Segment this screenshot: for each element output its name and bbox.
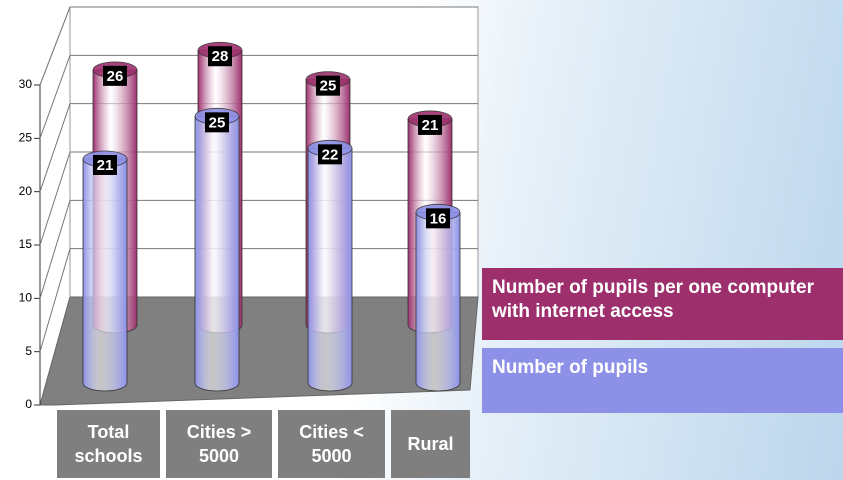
y-tick-label: 15 [19, 237, 33, 251]
value-label: 22 [322, 146, 339, 163]
y-tick-label: 30 [19, 77, 33, 91]
value-label-box [426, 208, 450, 229]
cylinder [307, 139, 353, 392]
x-tick-label: Cities > 5000 [166, 410, 272, 478]
value-label: 28 [212, 48, 229, 65]
x-tick-label: Rural [391, 410, 470, 478]
value-label: 25 [320, 78, 337, 95]
cylinder [415, 203, 461, 392]
value-label: 21 [97, 157, 114, 174]
x-tick-label: Cities < 5000 [278, 410, 385, 478]
grid-line [39, 6, 478, 86]
value-label-box [208, 46, 232, 67]
value-label-box [316, 75, 340, 96]
value-label-box [205, 112, 229, 133]
legend-entry: Number of pupils per one computer with i… [482, 268, 843, 340]
y-tick-label: 10 [19, 291, 33, 305]
value-label-box [103, 65, 127, 86]
legend-entry: Number of pupils [482, 348, 843, 413]
y-tick-label: 0 [25, 397, 32, 411]
cylinder [82, 150, 128, 392]
value-label: 16 [430, 210, 447, 227]
value-label: 26 [107, 68, 124, 85]
floor [39, 296, 479, 406]
x-tick-label: Total schools [57, 410, 160, 478]
grid-line [39, 54, 478, 139]
value-label: 21 [422, 117, 439, 134]
value-label-box [93, 155, 117, 175]
y-tick-label: 20 [19, 184, 33, 198]
value-label: 25 [209, 114, 226, 131]
cylinder [194, 107, 240, 392]
y-tick-label: 25 [19, 131, 33, 145]
value-label-box [318, 144, 342, 165]
value-label-box [418, 114, 442, 135]
y-tick-label: 5 [25, 344, 32, 358]
